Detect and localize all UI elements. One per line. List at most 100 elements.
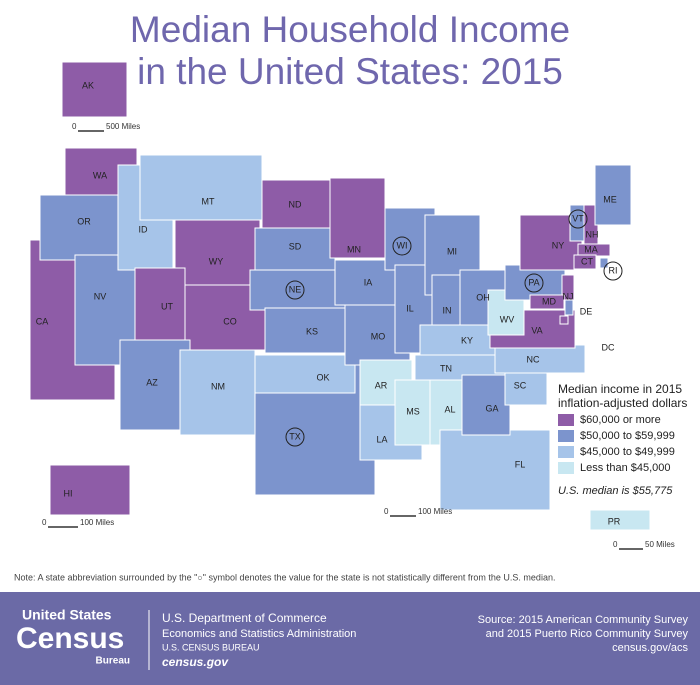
state: [119, 339, 191, 431]
state-label: UT: [161, 301, 173, 311]
state-label: DE: [580, 306, 593, 316]
state-label: AK: [82, 80, 94, 90]
scale-label: 100 Miles: [80, 518, 114, 527]
state-label: CT: [581, 256, 593, 266]
state-label: NJ: [563, 291, 574, 301]
state-label: MT: [202, 196, 215, 206]
legend: $60,000 or more $50,000 to $59,999 $45,000…: [558, 414, 675, 474]
state-label: MO: [371, 331, 386, 341]
state: [139, 154, 263, 221]
state-label: HI: [64, 488, 73, 498]
title: in the United States: 2015: [137, 51, 563, 92]
scale-label: 100 Miles: [418, 507, 452, 516]
state-label: CA: [36, 316, 49, 326]
state-label: IN: [443, 305, 452, 315]
state-label: MI: [447, 246, 457, 256]
state-label: NY: [552, 240, 565, 250]
state-label: TX: [289, 431, 301, 441]
footer-band: [0, 592, 700, 685]
state-label: MD: [542, 296, 556, 306]
scale-zero: 0: [72, 122, 77, 131]
state-label: ID: [139, 224, 149, 234]
scale-zero: 0: [42, 518, 47, 527]
state: [49, 464, 131, 516]
state: [254, 354, 356, 394]
state-label: LA: [376, 434, 387, 444]
state-label: SD: [289, 241, 302, 251]
state-label: WA: [93, 170, 107, 180]
state-label: NH: [586, 229, 599, 239]
scale-zero: 0: [613, 540, 618, 549]
state: [439, 429, 551, 511]
state-label: VT: [572, 213, 584, 223]
state-label: NE: [289, 284, 302, 294]
state-label: CO: [223, 316, 237, 326]
state-label: WY: [209, 256, 224, 266]
legend-label: $60,000 or more: [580, 414, 661, 426]
source-line: Source: 2015 American Community Survey: [478, 614, 689, 626]
state-label: OK: [316, 372, 329, 382]
state: [179, 349, 256, 436]
agency-link[interactable]: census.gov: [162, 655, 229, 669]
median-circle: [392, 236, 412, 256]
state-label: NC: [527, 354, 540, 364]
state: [599, 257, 609, 269]
state-label: GA: [485, 403, 498, 413]
legend-label: $50,000 to $59,999: [580, 430, 675, 442]
state: [61, 61, 128, 118]
agency-line: Economics and Statistics Administration: [162, 628, 356, 640]
logo-bottom: Bureau: [96, 656, 130, 667]
state: [494, 344, 586, 374]
agency-line: U.S. Department of Commerce: [162, 611, 327, 625]
agency-line: U.S. CENSUS BUREAU: [162, 642, 260, 652]
state-label: IL: [406, 303, 414, 313]
source-link[interactable]: census.gov/acs: [612, 642, 688, 654]
state: [504, 369, 548, 406]
states: AK WA CA OR NV ID MT WY UT CO AZ NM ND SD NE KS TX OK MN IA…: [29, 61, 651, 531]
legend-swatch: [558, 430, 574, 442]
state-label: AZ: [146, 377, 158, 387]
logo-top: United States: [22, 607, 112, 623]
state-label: KY: [461, 335, 473, 345]
median-note: U.S. median is $55,775: [558, 485, 673, 497]
state-label: MA: [584, 244, 598, 254]
state-label: KS: [306, 326, 318, 336]
state-label: DC: [602, 342, 615, 352]
state-label: ME: [603, 194, 617, 204]
legend-swatch: [558, 446, 574, 458]
median-circle: [603, 261, 623, 281]
median-circle: [285, 280, 305, 300]
state: [529, 294, 565, 310]
legend-swatch: [558, 462, 574, 474]
median-circle: [524, 273, 544, 293]
state: [261, 179, 331, 229]
legend-title: Median income in 2015: [558, 382, 682, 396]
source-line: and 2015 Puerto Rico Community Survey: [486, 628, 689, 640]
state-label: OR: [77, 216, 91, 226]
legend-label: Less than $45,000: [580, 462, 671, 474]
state: [589, 509, 651, 531]
scale-bars: 0 500 Miles 0 100 Miles 0 100 Miles 0 50 Miles: [42, 122, 675, 550]
legend-label: $45,000 to $49,999: [580, 446, 675, 458]
median-circle: [568, 209, 588, 229]
logo-main: Census: [16, 622, 124, 655]
state-label: AL: [444, 404, 455, 414]
state-label: PA: [528, 277, 539, 287]
state-label: TN: [440, 363, 452, 373]
state: [573, 254, 597, 270]
state-label: MS: [406, 406, 420, 416]
state: [174, 219, 261, 286]
scale-zero: 0: [384, 507, 389, 516]
state-label: NM: [211, 381, 225, 391]
state-label: VA: [531, 325, 542, 335]
state-label: NV: [94, 291, 107, 301]
state-label: FL: [515, 459, 526, 469]
state: [419, 324, 501, 358]
state-label: MN: [347, 244, 361, 254]
state: [559, 315, 569, 325]
title: Median Household Income: [130, 9, 570, 50]
state: [564, 299, 574, 316]
state-label: AR: [375, 380, 388, 390]
